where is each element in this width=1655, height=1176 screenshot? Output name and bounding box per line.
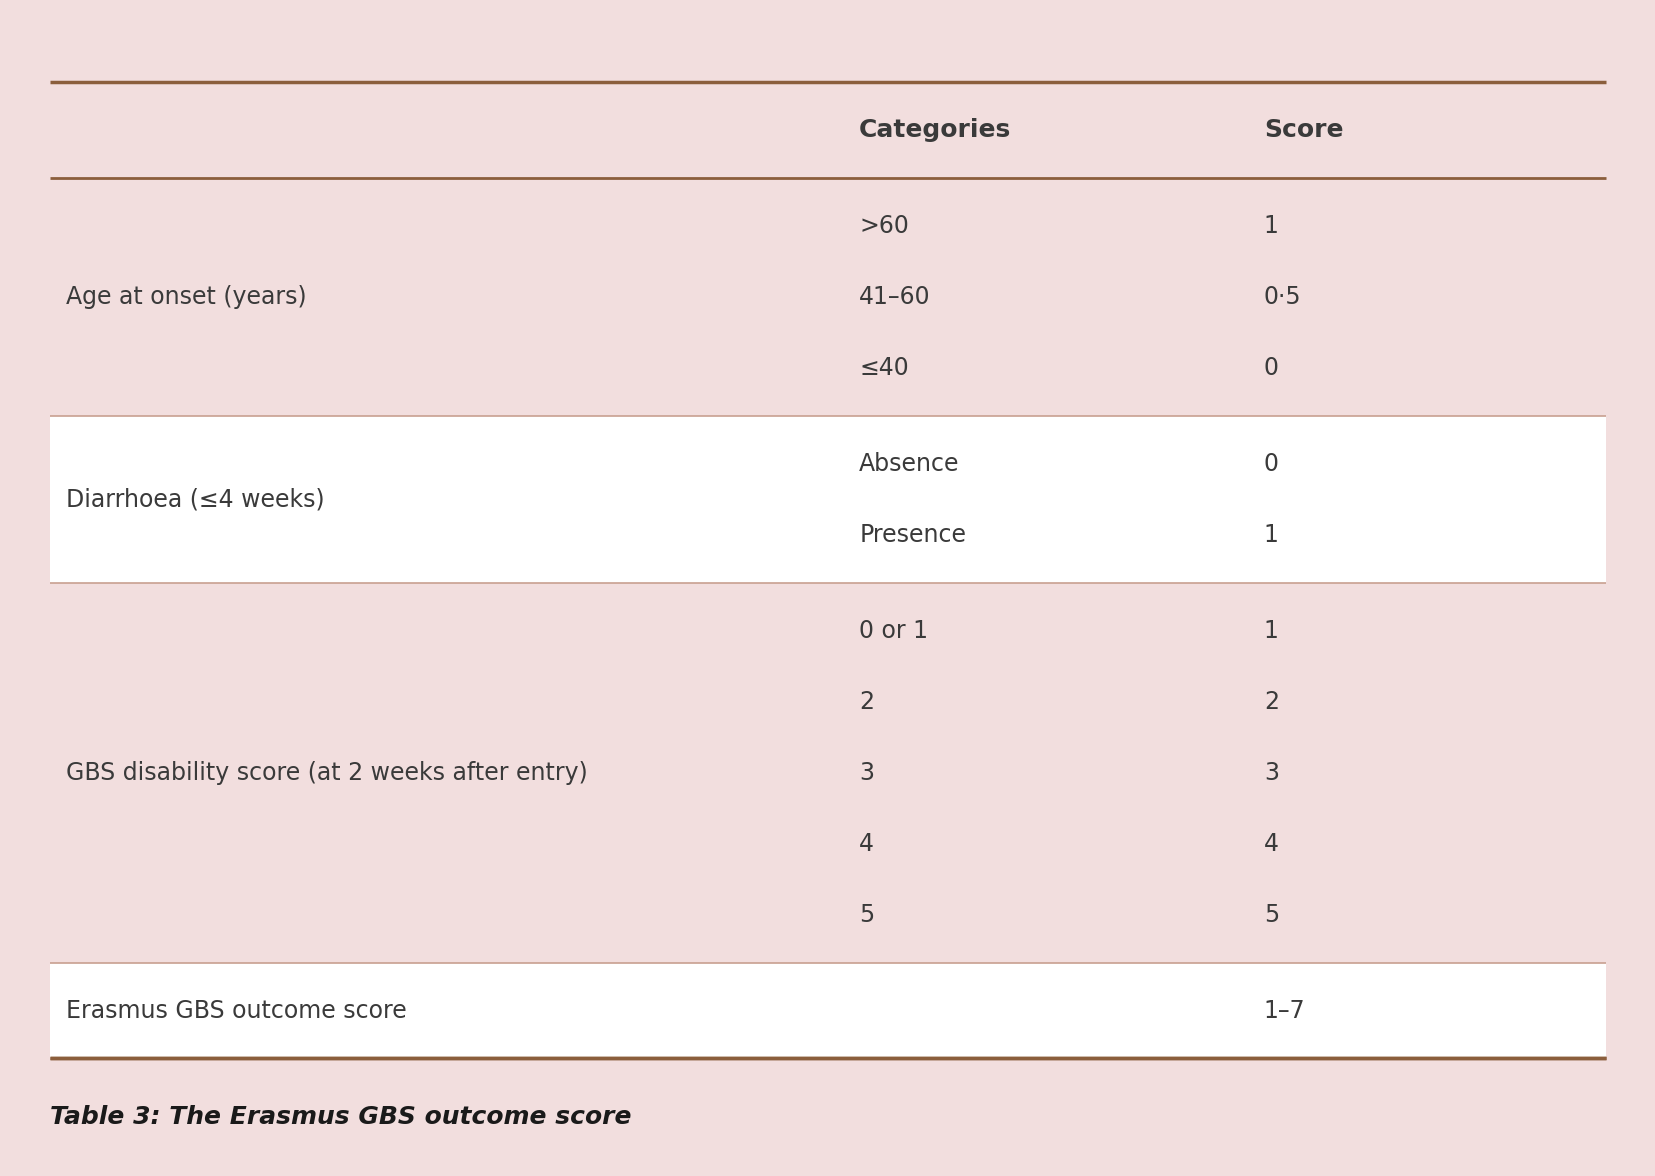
Text: Absence: Absence (859, 452, 958, 476)
Text: 3: 3 (859, 761, 874, 784)
Text: Age at onset (years): Age at onset (years) (66, 285, 306, 309)
Bar (50, 178, 1605, 416)
Text: 5: 5 (1263, 903, 1278, 927)
Text: >60: >60 (859, 214, 909, 238)
Text: 3: 3 (1263, 761, 1278, 784)
Text: 41–60: 41–60 (859, 285, 930, 309)
Text: 2: 2 (1263, 689, 1278, 714)
Text: 1–7: 1–7 (1263, 998, 1304, 1023)
Text: Table 3: The Erasmus GBS outcome score: Table 3: The Erasmus GBS outcome score (50, 1105, 631, 1129)
Text: 0 or 1: 0 or 1 (859, 619, 927, 642)
Text: 0·5: 0·5 (1263, 285, 1301, 309)
Text: Score: Score (1263, 118, 1342, 142)
Text: 2: 2 (859, 689, 874, 714)
Bar (50, 416, 1605, 582)
Bar (50, 963, 1605, 1058)
Bar (50, 82, 1605, 178)
Text: Erasmus GBS outcome score: Erasmus GBS outcome score (66, 998, 407, 1023)
Text: 0: 0 (1263, 452, 1278, 476)
Bar (50, 582, 1605, 963)
Text: GBS disability score (at 2 weeks after entry): GBS disability score (at 2 weeks after e… (66, 761, 588, 784)
Text: Diarrhoea (≤4 weeks): Diarrhoea (≤4 weeks) (66, 487, 324, 512)
Text: 1: 1 (1263, 214, 1278, 238)
Text: 1: 1 (1263, 523, 1278, 547)
Text: Presence: Presence (859, 523, 965, 547)
Text: 5: 5 (859, 903, 874, 927)
Text: ≤40: ≤40 (859, 356, 909, 380)
Text: 1: 1 (1263, 619, 1278, 642)
Text: 0: 0 (1263, 356, 1278, 380)
Text: Categories: Categories (859, 118, 1011, 142)
Text: 4: 4 (1263, 831, 1278, 856)
Text: 4: 4 (859, 831, 874, 856)
